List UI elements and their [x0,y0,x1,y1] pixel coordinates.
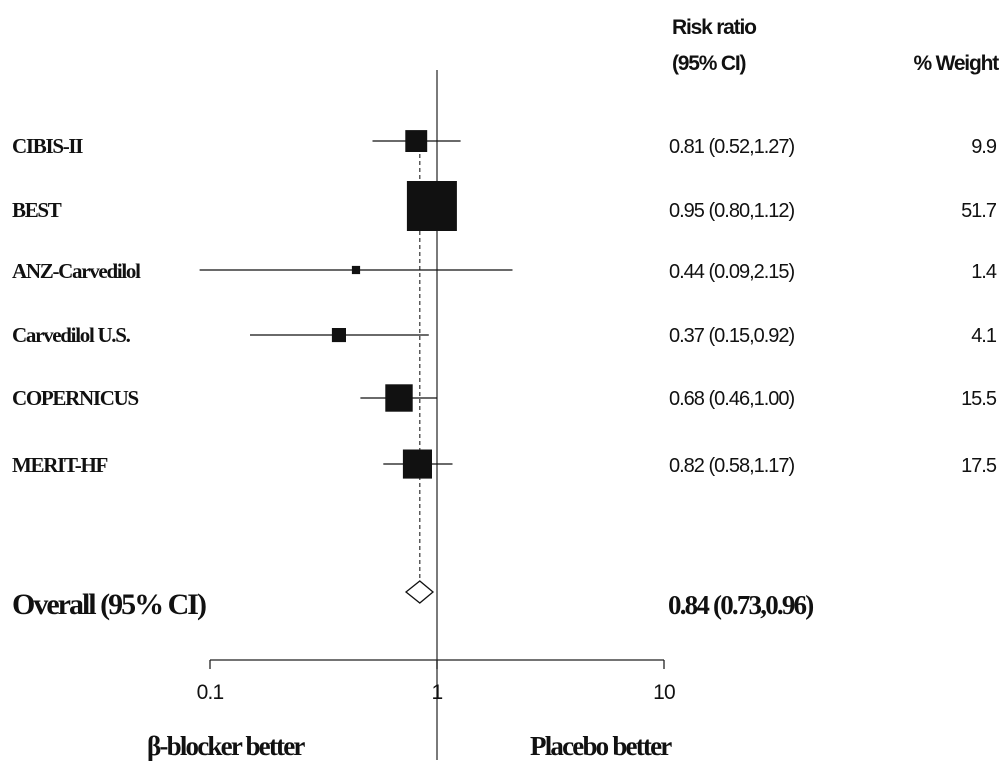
weight-value: 17.5 [961,455,997,477]
study-label: BEST [12,198,62,222]
weight-header: % Weight [913,52,999,75]
risk-ratio-value: 0.95 (0.80,1.12) [669,200,795,222]
point-estimate-square [406,181,457,231]
study-label: Carvedilol U.S. [12,323,131,347]
weight-value: 15.5 [961,388,997,410]
study-row-carvedilol-us: Carvedilol U.S. 0.37 (0.15,0.92) 4.1 [12,323,998,347]
risk-ratio-value: 0.68 (0.46,1.00) [669,388,795,410]
overall-label: Overall (95% CI) [12,588,206,621]
tick-label: 0.1 [197,681,224,704]
study-label: MERIT-HF [12,453,107,477]
point-estimate-square [351,265,361,275]
x-axis: 0.1 1 10 [197,659,676,704]
ci-header: (95% CI) [672,52,745,75]
x-axis-tick-0.1: 0.1 [197,660,224,704]
point-estimate-square [385,384,413,412]
beta-blocker-better-label: β-blocker better [147,731,305,761]
study-label: COPERNICUS [12,386,138,410]
study-label: CIBIS-II [12,134,83,158]
weight-value: 51.7 [961,200,997,222]
point-estimate-square [331,328,346,343]
placebo-better-label: Placebo better [530,731,672,761]
tick-label: 10 [653,681,675,704]
point-estimate-square [402,449,432,479]
risk-ratio-value: 0.37 (0.15,0.92) [669,325,795,347]
x-axis-tick-10: 10 [653,660,676,704]
weight-value: 4.1 [971,325,997,347]
overall-row: Overall (95% CI) 0.84 (0.73,0.96) [12,580,815,621]
weight-value: 9.9 [971,136,997,158]
point-estimate-square [405,130,428,152]
tick-label: 1 [432,681,443,704]
study-row-anz-carvedilol: ANZ-Carvedilol 0.44 (0.09,2.15) 1.4 [12,259,998,283]
risk-ratio-header: Risk ratio [672,16,756,39]
study-row-copernicus: COPERNICUS 0.68 (0.46,1.00) 15.5 [12,384,998,412]
x-axis-tick-1: 1 [432,660,443,704]
study-row-best: BEST 0.95 (0.80,1.12) 51.7 [12,181,998,231]
study-row-cibis-ii: CIBIS-II 0.81 (0.52,1.27) 9.9 [12,130,998,158]
risk-ratio-value: 0.44 (0.09,2.15) [669,261,795,283]
overall-estimate-diamond [404,580,435,604]
study-label: ANZ-Carvedilol [12,259,141,283]
weight-value: 1.4 [971,261,997,283]
risk-ratio-value: 0.82 (0.58,1.17) [669,455,795,477]
study-rows: CIBIS-II 0.81 (0.52,1.27) 9.9 BEST 0.95 … [12,130,998,479]
overall-risk-ratio-value: 0.84 (0.73,0.96) [668,590,813,620]
risk-ratio-value: 0.81 (0.52,1.27) [669,136,795,158]
study-row-merit-hf: MERIT-HF 0.82 (0.58,1.17) 17.5 [12,449,998,479]
